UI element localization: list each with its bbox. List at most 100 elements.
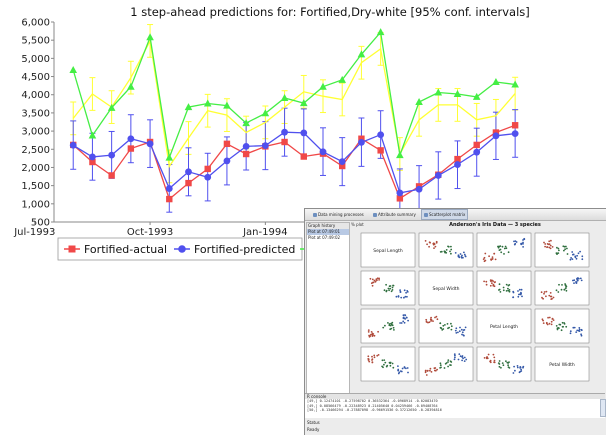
matrix-point <box>550 323 553 326</box>
matrix-point <box>372 281 374 284</box>
matrix-point <box>461 331 464 334</box>
matrix-point <box>513 365 515 368</box>
data-point-fortified-predicted <box>146 140 154 148</box>
matrix-point <box>464 255 467 258</box>
matrix-point <box>425 318 428 321</box>
matrix-point <box>573 279 576 282</box>
series-line-dry-white-actual <box>72 30 516 161</box>
matrix-point <box>491 256 494 258</box>
legend-label: Fortified-actual <box>84 243 167 256</box>
data-point-fortified-actual <box>454 155 461 163</box>
data-point-dry-white-actual <box>261 109 270 117</box>
data-point-fortified-actual <box>242 150 250 158</box>
matrix-point <box>407 371 409 374</box>
data-point-fortified-predicted <box>338 158 346 166</box>
matrix-point <box>383 359 386 361</box>
matrix-panel <box>476 232 532 268</box>
data-point-fortified-predicted <box>127 135 135 143</box>
data-point-fortified-actual <box>339 162 346 170</box>
matrix-point <box>463 253 466 256</box>
matrix-diag-label: Petal Width <box>549 362 575 368</box>
console-scrollbar[interactable] <box>600 399 606 417</box>
matrix-point <box>447 359 450 361</box>
matrix-point <box>541 318 544 321</box>
matrix-point <box>513 243 516 246</box>
matrix-point <box>548 322 551 325</box>
tab-data-mining[interactable]: Data mining processes <box>311 210 366 219</box>
matrix-point <box>404 295 407 298</box>
matrix-point <box>376 354 379 357</box>
matrix-point <box>387 322 389 324</box>
matrix-point <box>569 330 572 333</box>
data-point-fortified-actual <box>204 165 211 173</box>
matrix-point <box>504 245 507 248</box>
status-label: Status <box>307 420 320 425</box>
matrix-diag-label: Sepal Length <box>373 248 403 254</box>
data-point-dry-white-actual <box>107 103 116 111</box>
matrix-point <box>391 286 394 289</box>
matrix-point <box>520 288 523 291</box>
data-point-dry-white-actual <box>415 98 423 105</box>
matrix-point <box>489 359 492 362</box>
matrix-panel <box>418 308 474 344</box>
data-point-dry-white-actual <box>472 92 481 100</box>
matrix-point <box>406 295 408 298</box>
matrix-point <box>505 247 508 250</box>
matrix-point <box>502 364 505 367</box>
matrix-point <box>403 296 405 299</box>
matrix-point <box>371 278 374 281</box>
matrix-point <box>552 296 555 299</box>
matrix-point <box>450 322 452 325</box>
matrix-point <box>548 243 551 246</box>
tab-scatterplot-matrix[interactable]: Scatterplot matrix <box>421 209 469 220</box>
matrix-point <box>505 360 507 363</box>
matrix-point <box>519 367 521 369</box>
matrix-point <box>508 284 511 286</box>
matrix-point <box>499 248 502 251</box>
matrix-point <box>580 329 583 332</box>
matrix-point <box>424 371 427 374</box>
chart-title: 1 step-ahead predictions for: Fortified,… <box>130 5 530 19</box>
matrix-point <box>520 368 522 371</box>
matrix-point <box>561 321 564 324</box>
matrix-point <box>388 285 391 288</box>
matrix-point <box>575 282 578 284</box>
matrix-panel <box>534 346 590 382</box>
matrix-point <box>368 334 370 337</box>
matrix-point <box>453 353 456 356</box>
data-point-dry-white-actual <box>69 66 78 73</box>
matrix-point <box>445 249 448 251</box>
x-tick-label: Oct-1993 <box>127 227 173 238</box>
tab-attribute-summary[interactable]: Attribute summary <box>371 210 418 219</box>
matrix-point <box>392 366 395 369</box>
history-item[interactable]: Plot at 07:49:01 <box>307 229 349 235</box>
matrix-point <box>373 334 376 337</box>
matrix-point <box>426 243 428 246</box>
matrix-point <box>557 291 560 293</box>
history-item[interactable]: Plot at 07:49:02 <box>308 235 341 240</box>
legend-marker <box>68 245 76 253</box>
matrix-point <box>555 289 558 292</box>
data-point-fortified-actual <box>377 147 384 154</box>
data-point-fortified-predicted <box>454 161 461 168</box>
data-point-fortified-actual <box>396 195 404 202</box>
matrix-point <box>543 292 545 295</box>
matrix-point <box>483 280 485 283</box>
matrix-point <box>389 287 392 290</box>
matrix-point <box>520 291 522 294</box>
matrix-point <box>401 367 404 370</box>
matrix-point <box>378 279 380 281</box>
matrix-point <box>562 245 565 248</box>
y-tick-label: 1,500 <box>21 181 50 192</box>
matrix-point <box>450 245 452 248</box>
matrix-point <box>564 287 567 290</box>
matrix-point <box>565 285 567 288</box>
matrix-point <box>564 284 567 287</box>
matrix-point <box>577 252 580 255</box>
matrix-point <box>576 254 578 257</box>
matrix-point <box>548 294 551 297</box>
data-point-dry-white-actual <box>203 99 212 107</box>
matrix-point <box>514 369 516 372</box>
matrix-point <box>544 245 546 248</box>
matrix-point <box>436 318 439 321</box>
